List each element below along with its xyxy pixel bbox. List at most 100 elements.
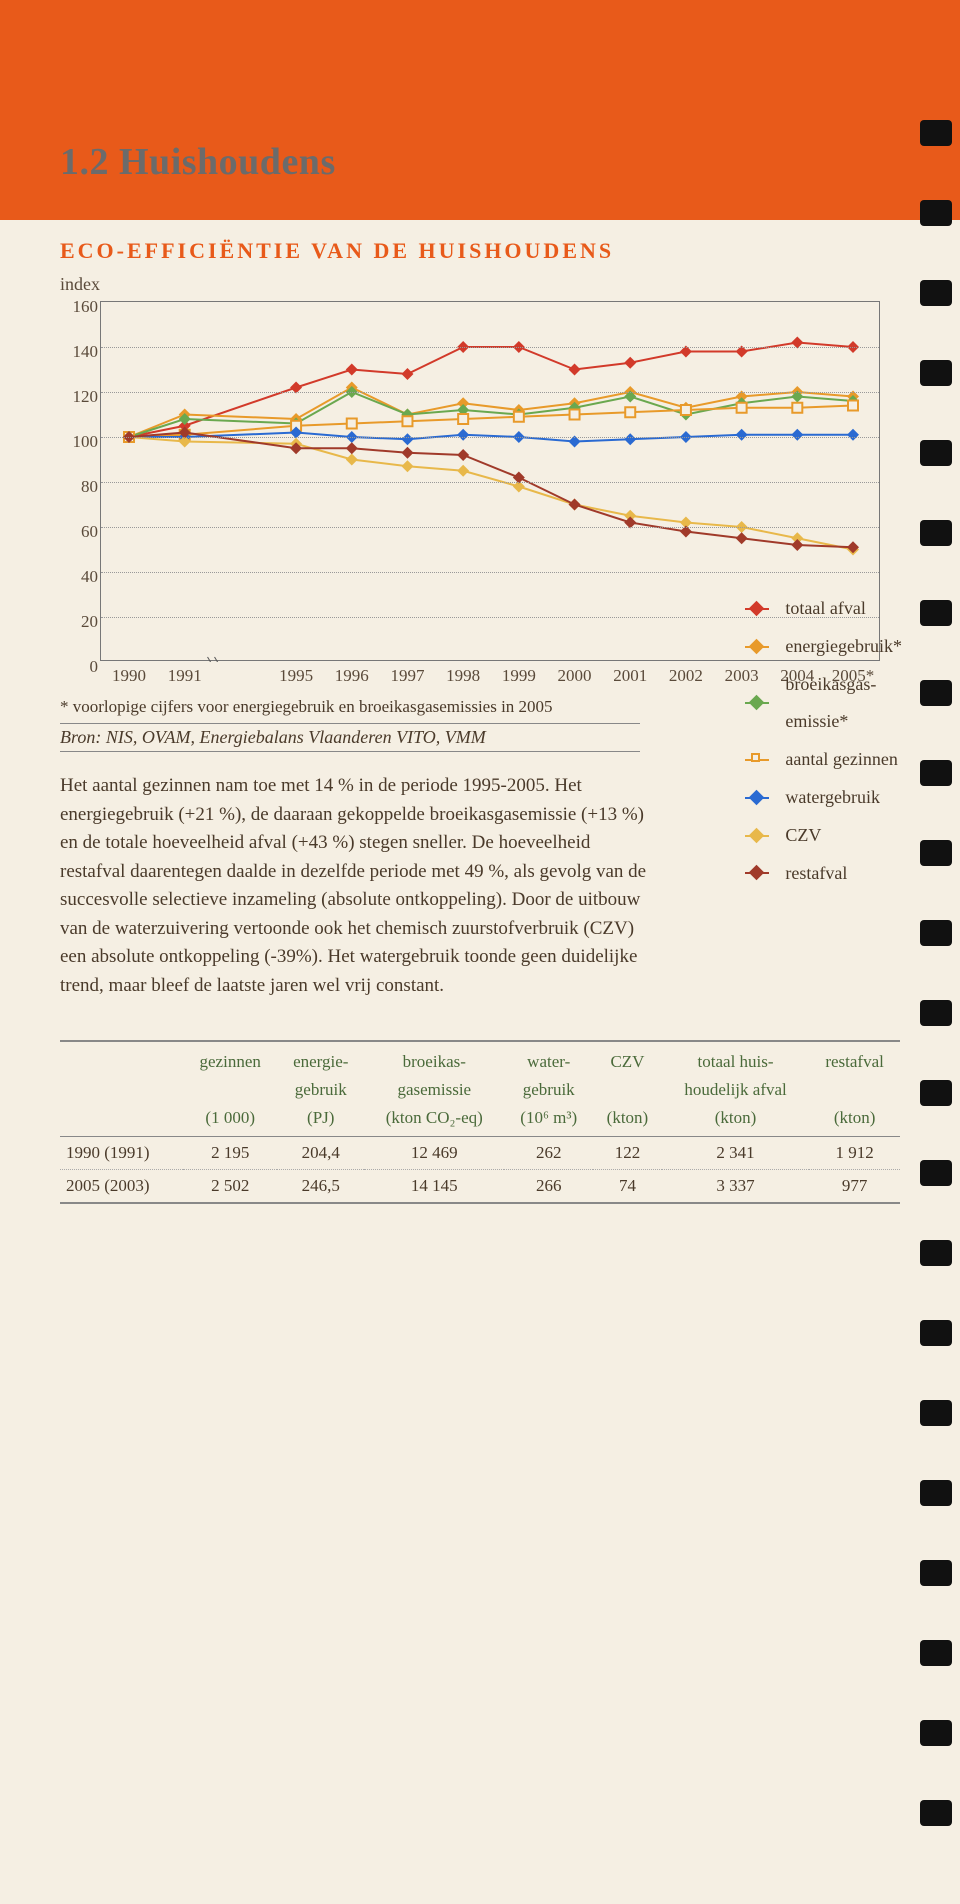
xtick: 1999 <box>502 666 536 686</box>
table-cell: 262 <box>504 1137 593 1170</box>
source-line: Bron: NIS, OVAM, Energiebalans Vlaandere… <box>60 723 640 752</box>
table-body: 1990 (1991)2 195204,412 4692621222 3411 … <box>60 1137 900 1204</box>
xtick: 1990 <box>112 666 146 686</box>
source-label: Bron: <box>60 727 101 747</box>
table-cell: 2 195 <box>183 1137 277 1170</box>
binding-hole <box>920 1400 952 1426</box>
chart-legend: totaal afvalenergiegebruik*broeikasgas- … <box>741 590 902 892</box>
table-row: 1990 (1991)2 195204,412 4692621222 3411 … <box>60 1137 900 1170</box>
binding-hole <box>920 1640 952 1666</box>
ytick: 40 <box>66 567 98 587</box>
subtitle: ECO-EFFICIËNTIE VAN DE HUISHOUDENS <box>60 238 960 264</box>
table-cell: 1 912 <box>809 1137 900 1170</box>
table-header-cell <box>60 1041 183 1076</box>
binding-hole <box>920 920 952 946</box>
table-cell: 1990 (1991) <box>60 1137 183 1170</box>
section-number: 1.2 <box>60 141 109 183</box>
ytick: 20 <box>66 612 98 632</box>
binding-hole <box>920 1240 952 1266</box>
binding-hole <box>920 120 952 146</box>
binding-hole <box>920 760 952 786</box>
table-header-cell <box>60 1076 183 1104</box>
binding-hole <box>920 1000 952 1026</box>
table-cell: 266 <box>504 1170 593 1204</box>
binding-hole <box>920 1720 952 1746</box>
data-table: gezinnenenergie-broeikas-water-CZVtotaal… <box>60 1040 900 1204</box>
binding-hole <box>920 360 952 386</box>
xtick: 1996 <box>335 666 369 686</box>
legend-label: restafval <box>785 855 847 893</box>
table-cell: 204,4 <box>277 1137 364 1170</box>
legend-label: CZV <box>785 817 821 855</box>
y-axis-label: index <box>60 274 900 295</box>
table-header-cell: (10⁶ m³) <box>504 1104 593 1137</box>
section-title: 1.2 Huishoudens <box>60 141 336 183</box>
table-header-cell: gebruik <box>277 1076 364 1104</box>
table-header-cell <box>183 1076 277 1104</box>
table-cell: 977 <box>809 1170 900 1204</box>
ytick: 120 <box>66 387 98 407</box>
table-cell: 14 145 <box>364 1170 504 1204</box>
legend-item: energiegebruik* <box>741 628 902 666</box>
legend-item: totaal afval <box>741 590 902 628</box>
table-header-cell: gebruik <box>504 1076 593 1104</box>
source-text: NIS, OVAM, Energiebalans Vlaanderen VITO… <box>106 727 486 747</box>
table-cell: 74 <box>593 1170 662 1204</box>
table-header-cell <box>809 1076 900 1104</box>
table-header-cell: (1 000) <box>183 1104 277 1137</box>
spiral-binding <box>920 120 952 1826</box>
legend-label: broeikasgas- emissie* <box>785 666 876 742</box>
ytick: 100 <box>66 432 98 452</box>
binding-hole <box>920 1320 952 1346</box>
xtick: 2002 <box>669 666 703 686</box>
ytick: 160 <box>66 297 98 317</box>
binding-hole <box>920 440 952 466</box>
table-head: gezinnenenergie-broeikas-water-CZVtotaal… <box>60 1041 900 1137</box>
xtick: 1997 <box>390 666 424 686</box>
table-row: 2005 (2003)2 502246,514 145266743 337977 <box>60 1170 900 1204</box>
table-header-cell: restafval <box>809 1041 900 1076</box>
legend-item: aantal gezinnen <box>741 741 902 779</box>
binding-hole <box>920 1080 952 1106</box>
ytick: 60 <box>66 522 98 542</box>
binding-hole <box>920 840 952 866</box>
table-cell: 3 337 <box>662 1170 809 1204</box>
table-cell: 12 469 <box>364 1137 504 1170</box>
binding-hole <box>920 1480 952 1506</box>
table-header-cell: CZV <box>593 1041 662 1076</box>
binding-hole <box>920 1160 952 1186</box>
ytick: 0 <box>66 657 98 677</box>
binding-hole <box>920 520 952 546</box>
table-header-cell: (PJ) <box>277 1104 364 1137</box>
table-cell: 2 341 <box>662 1137 809 1170</box>
legend-item: restafval <box>741 855 902 893</box>
table-header-cell: water- <box>504 1041 593 1076</box>
xtick: 2000 <box>558 666 592 686</box>
binding-hole <box>920 200 952 226</box>
table-header-cell: houdelijk afval <box>662 1076 809 1104</box>
header-band: 1.2 Huishoudens <box>0 0 960 220</box>
xtick: 2001 <box>613 666 647 686</box>
legend-label: watergebruik <box>785 779 880 817</box>
section-name: Huishoudens <box>119 141 336 183</box>
legend-item: watergebruik <box>741 779 902 817</box>
xtick: 1998 <box>446 666 480 686</box>
legend-label: aantal gezinnen <box>785 741 897 779</box>
binding-hole <box>920 280 952 306</box>
table-header-cell: gezinnen <box>183 1041 277 1076</box>
binding-hole <box>920 1800 952 1826</box>
xtick: 1991 <box>168 666 202 686</box>
binding-hole <box>920 1560 952 1586</box>
table-header-cell: (kton) <box>809 1104 900 1137</box>
table-cell: 122 <box>593 1137 662 1170</box>
table-header-cell: (kton CO₂-eq) <box>364 1104 504 1137</box>
body-paragraph: Het aantal gezinnen nam toe met 14 % in … <box>60 772 660 1000</box>
table-header-cell: gasemissie <box>364 1076 504 1104</box>
binding-hole <box>920 600 952 626</box>
table-header-cell <box>60 1104 183 1137</box>
legend-item: broeikasgas- emissie* <box>741 666 902 742</box>
table-header-cell: totaal huis- <box>662 1041 809 1076</box>
table-header-cell <box>593 1076 662 1104</box>
legend-item: CZV <box>741 817 902 855</box>
xtick: 1995 <box>279 666 313 686</box>
